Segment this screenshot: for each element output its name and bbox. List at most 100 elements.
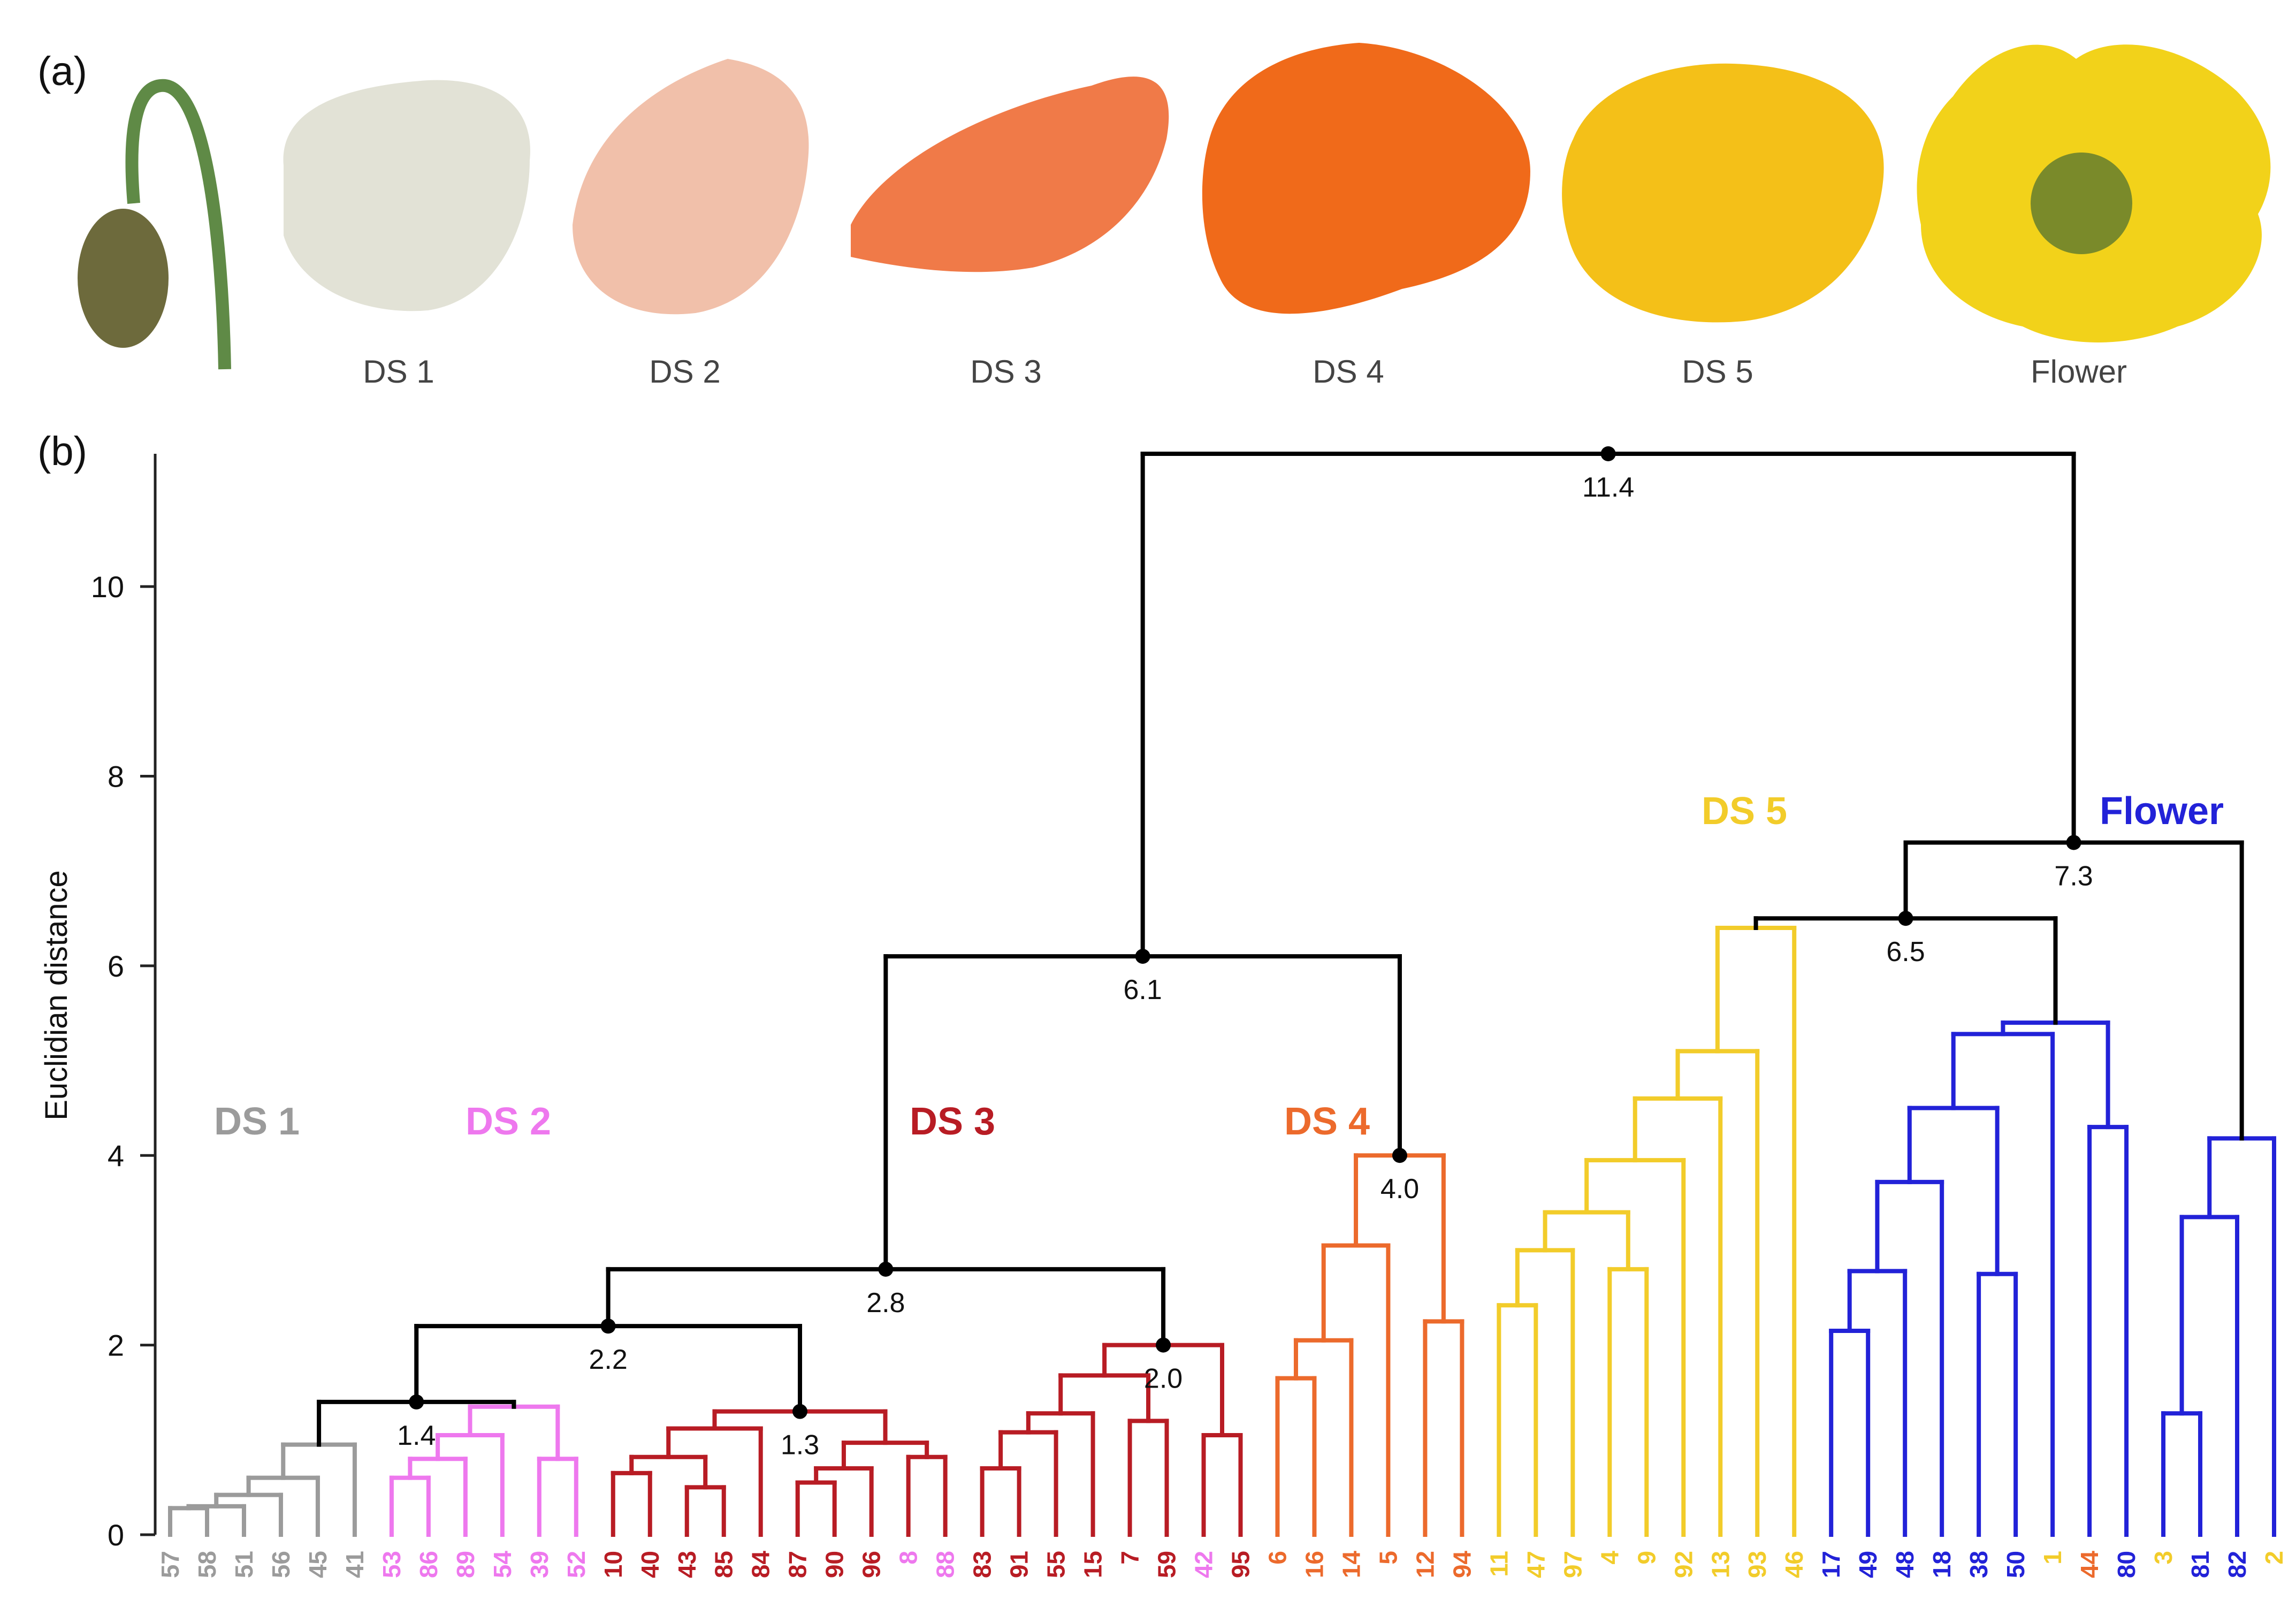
leaf-label: 4	[1596, 1551, 1623, 1565]
node-dot	[1135, 949, 1150, 964]
leaf-label: 54	[489, 1551, 516, 1579]
y-tick-label: 2	[108, 1329, 124, 1362]
leaf-label: 18	[1928, 1551, 1956, 1578]
node-height-label: 2.8	[866, 1287, 905, 1319]
node-dot	[409, 1394, 424, 1409]
node-height-label: 2.2	[589, 1344, 627, 1375]
leaf-label: 7	[1116, 1551, 1144, 1565]
cluster-label: DS 3	[910, 1100, 995, 1143]
leaf-label: 96	[858, 1551, 886, 1578]
petal-ds3-image	[851, 77, 1169, 272]
leaf-label: 17	[1817, 1551, 1845, 1578]
petal-ds1-image	[283, 80, 530, 311]
petal-ds5-image	[1562, 63, 1884, 323]
leaf-label: 97	[1559, 1551, 1586, 1578]
leaf-label: 58	[193, 1551, 221, 1578]
leaf-label: 6	[1263, 1551, 1291, 1565]
poppy-bud-image	[78, 79, 231, 370]
y-tick-label: 8	[108, 759, 124, 793]
leaf-label: 12	[1411, 1551, 1439, 1578]
leaf-label: 16	[1300, 1551, 1328, 1578]
caption-ds1: DS 1	[363, 354, 434, 390]
leaf-label: 13	[1706, 1551, 1734, 1578]
caption-ds2: DS 2	[649, 354, 721, 390]
caption-ds5: DS 5	[1682, 354, 1753, 390]
node-dot	[878, 1261, 894, 1277]
leaf-label: 46	[1780, 1551, 1808, 1578]
node-dot	[600, 1319, 616, 1334]
leaf-label: 2	[2260, 1551, 2288, 1565]
panel-a-images	[78, 43, 2271, 370]
leaf-label: 38	[1965, 1551, 1993, 1578]
stem	[125, 79, 231, 370]
leaf-label: 42	[1190, 1551, 1218, 1578]
cluster-label: DS 2	[466, 1100, 551, 1143]
node-height-label: 7.3	[2054, 860, 2093, 892]
leaf-label: 40	[636, 1551, 664, 1578]
leaf-label: 5	[1374, 1551, 1402, 1565]
y-axis-title: Euclidian distance	[39, 870, 74, 1121]
caption-ds3: DS 3	[970, 354, 1042, 390]
leaf-label: 11	[1485, 1551, 1513, 1577]
caption-ds4: DS 4	[1313, 354, 1384, 390]
leaf-label: 48	[1891, 1551, 1919, 1578]
leaf-label: 92	[1669, 1551, 1697, 1578]
node-height-label: 1.4	[397, 1420, 436, 1451]
leaf-label: 50	[2002, 1551, 2030, 1578]
node-dot	[1156, 1337, 1171, 1353]
leaf-label: 91	[1005, 1551, 1033, 1578]
y-tick-label: 0	[108, 1518, 124, 1552]
leaf-label: 47	[1522, 1551, 1550, 1578]
node-height-label: 11.4	[1582, 472, 1634, 503]
leaf-label: 43	[673, 1551, 701, 1578]
leaf-label: 49	[1854, 1551, 1882, 1578]
leaf-label: 1	[2039, 1551, 2066, 1565]
leaf-label: 93	[1743, 1551, 1771, 1578]
leaf-label: 95	[1226, 1551, 1254, 1578]
leaf-label: 84	[747, 1551, 775, 1579]
cluster-label: DS 4	[1284, 1100, 1370, 1143]
cluster-label: DS 5	[1702, 790, 1787, 833]
leaf-label: 86	[415, 1551, 443, 1578]
petal-ds2-image	[573, 59, 809, 315]
leaf-label: 57	[156, 1551, 184, 1578]
leaf-label: 59	[1153, 1551, 1181, 1578]
leaf-label: 14	[1337, 1551, 1365, 1579]
panel-a-label: (a)	[37, 49, 87, 94]
y-tick-label: 10	[91, 570, 124, 604]
node-height-label: 6.1	[1124, 974, 1162, 1005]
leaf-label: 80	[2112, 1551, 2140, 1578]
node-height-label: 4.0	[1380, 1174, 1419, 1205]
node-dot	[1898, 911, 1913, 926]
caption-flower: Flower	[2030, 354, 2127, 390]
panel-b-label: (b)	[37, 429, 87, 474]
node-height-label: 1.3	[781, 1430, 819, 1461]
leaf-label: 85	[710, 1551, 738, 1578]
flower-image	[1917, 44, 2271, 342]
leaf-label: 39	[525, 1551, 553, 1578]
leaf-label: 89	[452, 1551, 479, 1578]
y-tick-label: 6	[108, 949, 124, 983]
node-dot	[2066, 835, 2081, 850]
node-height-label: 6.5	[1886, 936, 1925, 967]
leaf-label: 15	[1079, 1551, 1107, 1578]
leaf-label: 55	[1042, 1551, 1070, 1578]
leaf-label: 53	[378, 1551, 406, 1578]
node-dot	[792, 1404, 808, 1419]
node-height-label: 2.0	[1144, 1363, 1183, 1395]
leaf-label: 83	[968, 1551, 996, 1578]
leaf-label: 90	[821, 1551, 849, 1578]
leaf-label: 3	[2149, 1551, 2177, 1565]
leaf-label: 44	[2076, 1551, 2103, 1579]
leaf-label: 45	[304, 1551, 332, 1578]
leaf-label: 51	[230, 1551, 258, 1578]
node-dot	[1600, 446, 1616, 461]
leaf-label: 81	[2186, 1551, 2214, 1578]
leaf-label: 8	[895, 1551, 922, 1565]
y-tick-label: 4	[108, 1139, 124, 1172]
leaf-label: 88	[932, 1551, 959, 1578]
node-dot	[1392, 1148, 1407, 1163]
leaf-label: 82	[2223, 1551, 2251, 1578]
